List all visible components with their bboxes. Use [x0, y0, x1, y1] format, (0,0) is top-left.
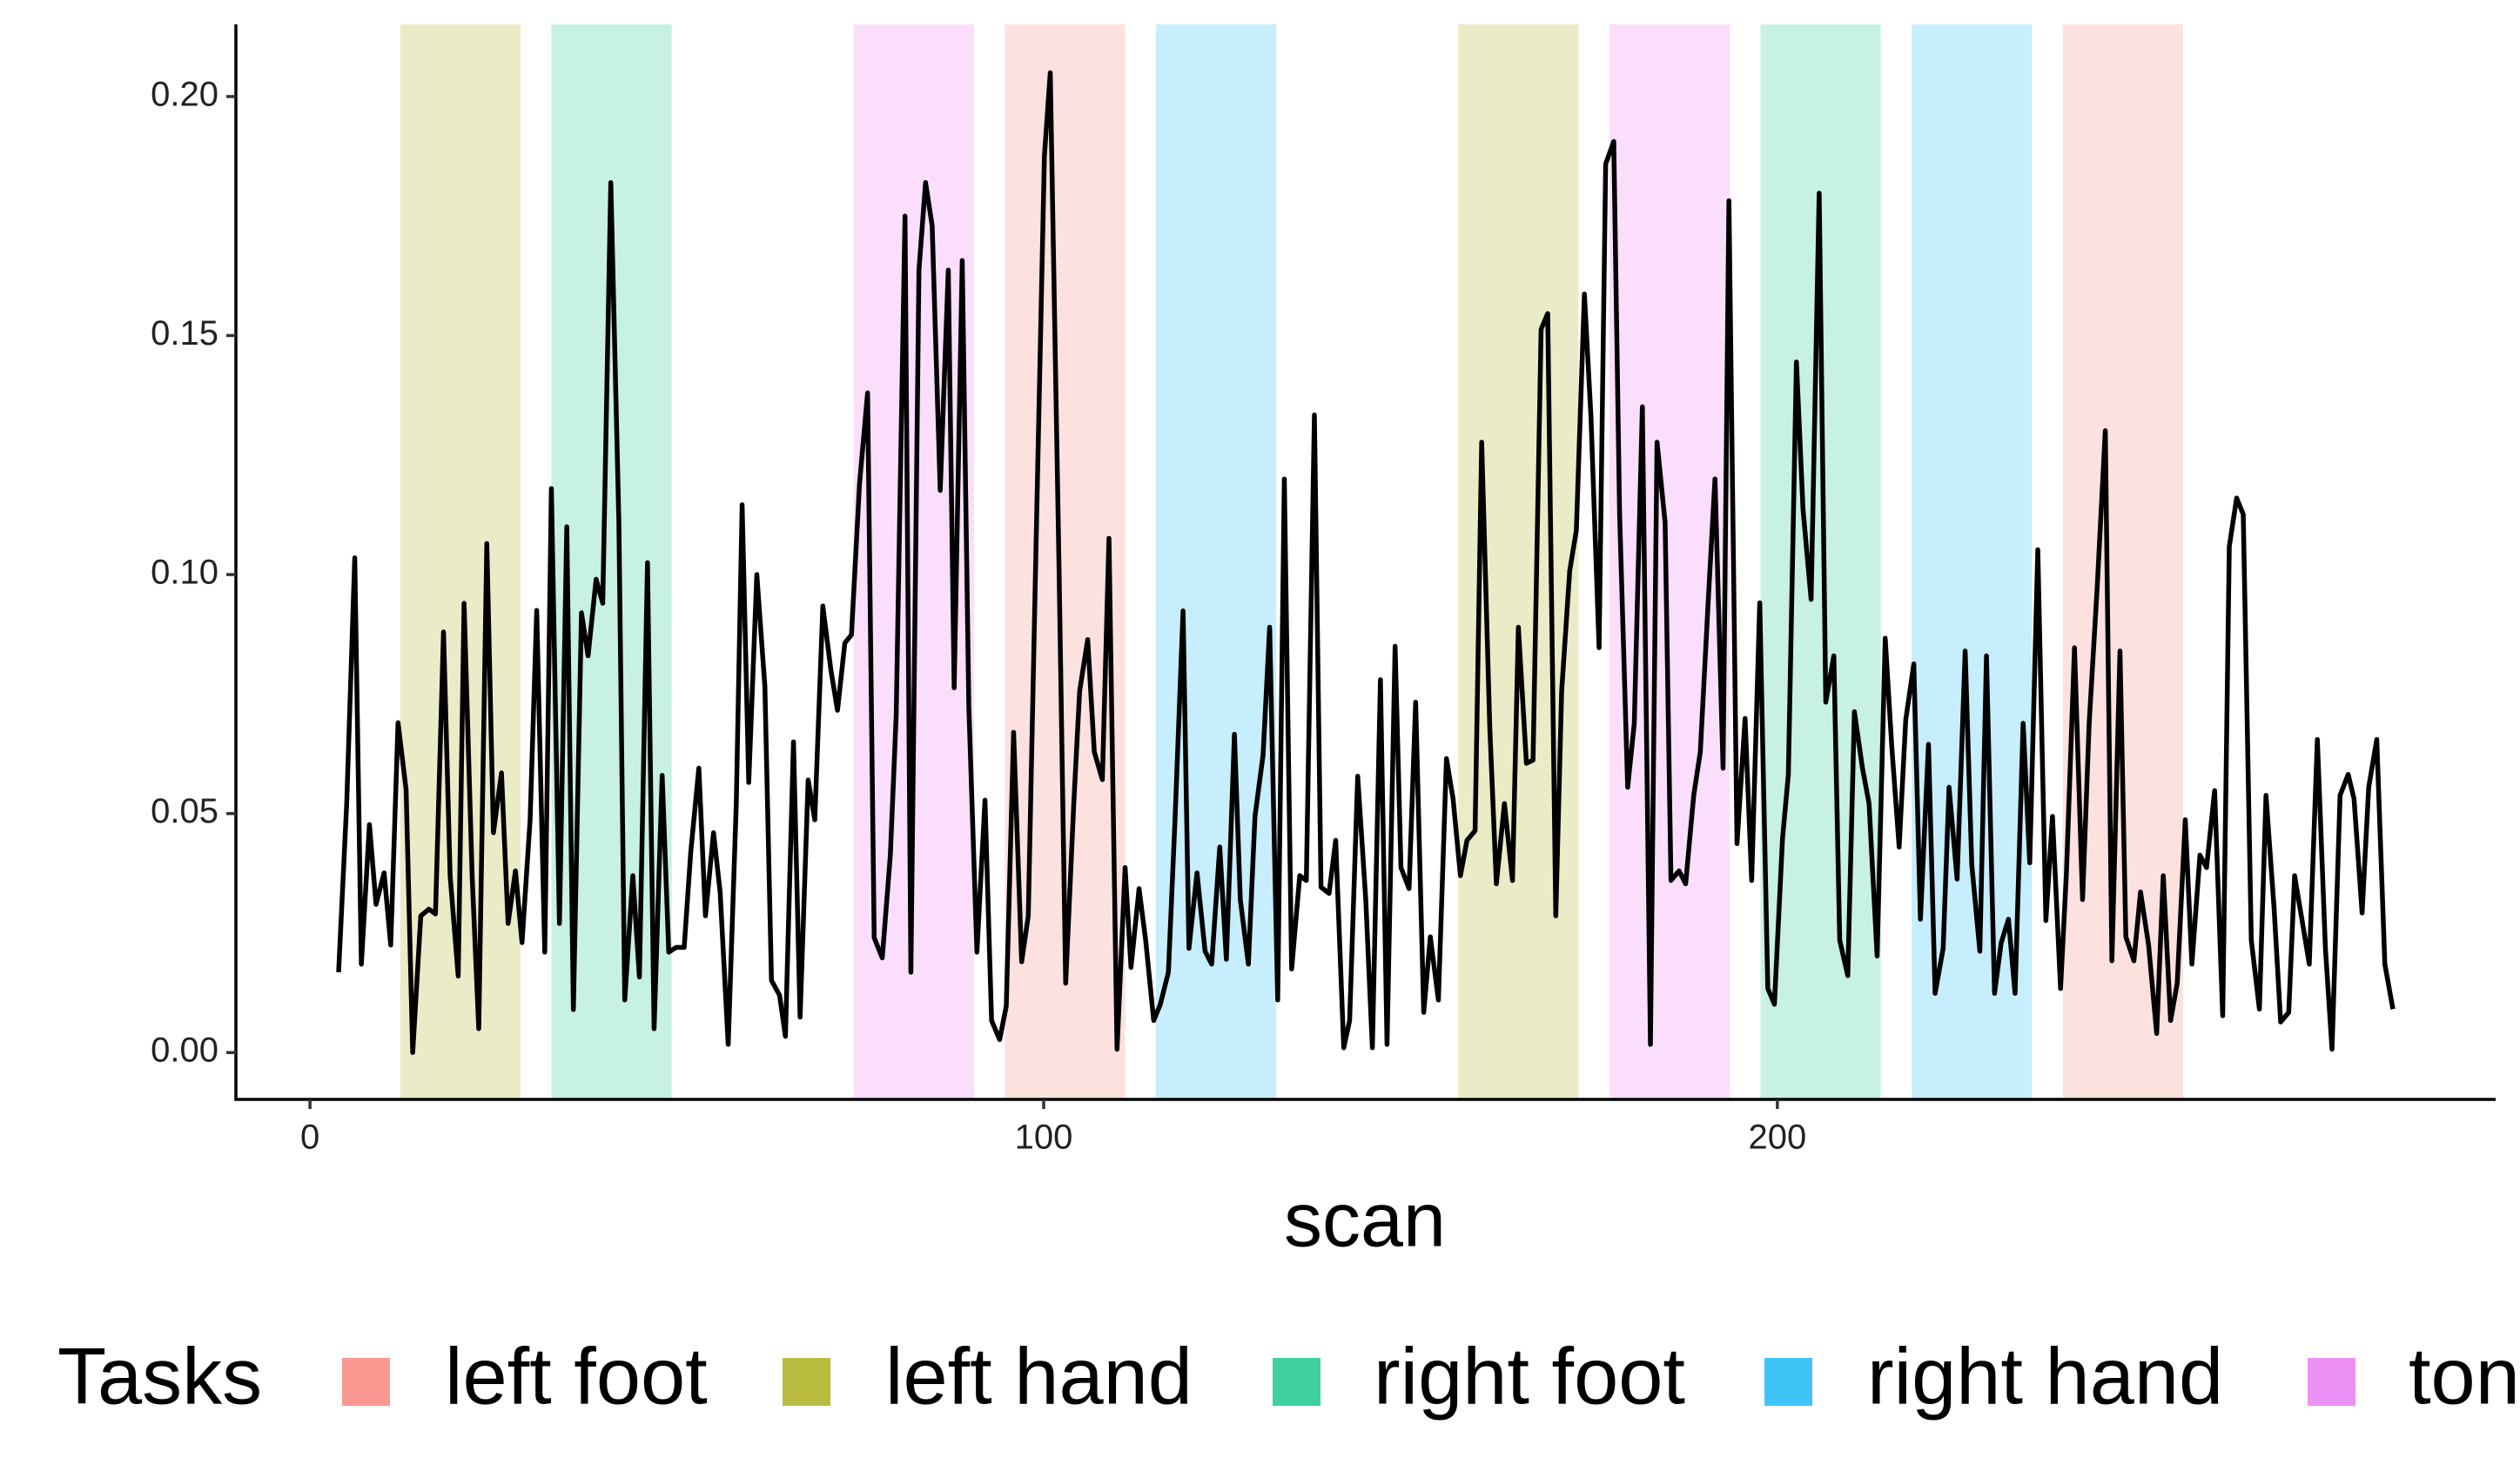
legend-label: right hand	[1867, 1332, 2223, 1421]
axes: 0.00 0.05 0.10 0.15 0.20 0 100 200	[151, 24, 2496, 1157]
series-line-group	[336, 70, 2396, 1055]
legend-label: tongue	[2409, 1332, 2520, 1421]
task-band	[1912, 24, 2033, 1099]
legend-label: left foot	[445, 1332, 708, 1421]
x-axis-title: scan	[1284, 1176, 1446, 1262]
legend-label: left hand	[885, 1332, 1193, 1421]
x-tick-label: 200	[1748, 1119, 1806, 1157]
x-tick-label: 0	[300, 1119, 319, 1157]
legend-key	[342, 1358, 390, 1406]
series-line	[336, 70, 2396, 1055]
legend: left foot left hand right foot right hand to…	[342, 1332, 2520, 1421]
x-tick-label: 100	[1015, 1119, 1073, 1157]
task-band	[1155, 24, 1277, 1099]
legend-key	[1764, 1358, 1812, 1406]
y-tick-label: 0.00	[151, 1032, 218, 1070]
y-tick-label: 0.20	[151, 75, 218, 113]
legend-key	[2308, 1358, 2355, 1406]
legend-key	[783, 1358, 830, 1406]
y-tick-label: 0.10	[151, 554, 218, 592]
legend-label: right foot	[1374, 1332, 1685, 1421]
y-tick-label: 0.05	[151, 792, 218, 830]
y-tick-label: 0.15	[151, 314, 218, 353]
task-band	[1458, 24, 1579, 1099]
legend-key	[1273, 1358, 1320, 1406]
task-bands	[400, 24, 2183, 1099]
legend-title: Tasks	[57, 1332, 262, 1421]
